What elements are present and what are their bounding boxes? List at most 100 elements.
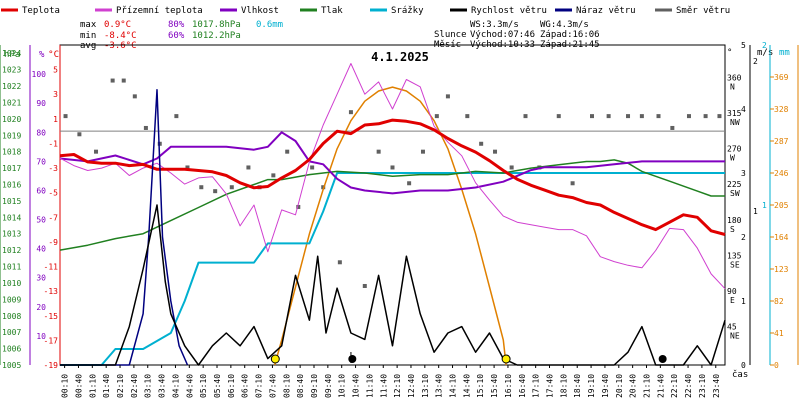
legend-label-precipitation: Srážky: [391, 6, 424, 16]
ground-temperature-line: [59, 63, 726, 290]
temperature-line: [59, 118, 726, 236]
wind-direction-point: [434, 114, 439, 119]
speed-tick-label: 5: [741, 41, 746, 50]
wind-direction-point: [337, 260, 342, 265]
stats-block: max min avg 0.9°C -8.4°C -3.6°C 80% 60% …: [80, 20, 283, 51]
wind-direction-point: [271, 173, 276, 178]
direction-axis-unit: °: [727, 48, 732, 58]
wind-direction-point: [185, 165, 190, 170]
wind-tick-label: 2: [753, 57, 758, 66]
wind-direction-point: [717, 114, 722, 119]
speed-tick-label: 3: [741, 169, 746, 178]
x-tick-label: 21:10: [642, 374, 651, 398]
wind-direction-point: [686, 114, 691, 119]
temp-tick-label: -15: [44, 312, 59, 321]
direction-tick-label: 315: [727, 109, 742, 118]
temp-tick-label: -11: [44, 263, 59, 272]
legend-label-humidity: Vlhkost: [241, 6, 279, 16]
precipitation-line: [60, 172, 725, 366]
solar-tick-label: 123: [774, 265, 789, 274]
legend-label-pressure: Tlak: [321, 6, 343, 16]
sun-event-marker: [270, 354, 280, 364]
pressure-tick-label: 1007: [2, 328, 21, 337]
wind-gust-line: [60, 89, 189, 366]
legend-label-ground-temperature: Přízemní teplota: [116, 6, 203, 16]
wind-direction-point: [63, 114, 68, 119]
pressure-tick-label: 1008: [2, 312, 21, 321]
speed-tick-label: 0: [741, 361, 746, 370]
x-tick-label: 01:40: [102, 374, 111, 398]
x-tick-label: 08:40: [296, 374, 305, 398]
direction-name-label: SE: [730, 260, 740, 269]
x-tick-label: 15:40: [490, 374, 499, 398]
stats-temp-max: 0.9°C: [104, 20, 131, 30]
temp-tick-label: -13: [44, 287, 59, 296]
x-tick-label: 13:40: [435, 374, 444, 398]
temp-tick-label: 3: [53, 90, 58, 99]
solar-tick-label: 0: [774, 361, 779, 370]
humidity-tick-label: 30: [36, 274, 46, 283]
humidity-tick-label: 10: [36, 332, 46, 341]
direction-tick-label: 180: [727, 216, 742, 225]
wind-direction-point: [479, 141, 484, 146]
x-tick-label: 12:10: [393, 374, 402, 398]
wind-direction-point: [362, 283, 367, 288]
stats-avg-label: avg: [80, 41, 96, 51]
stats-temp-min: -8.4°C: [104, 31, 137, 41]
wind-direction-point: [509, 165, 514, 170]
x-tick-label: 03:40: [158, 374, 167, 398]
x-tick-label: 22:40: [684, 374, 693, 398]
x-tick-label: 04:10: [171, 374, 180, 398]
x-tick-label: 10:10: [338, 374, 347, 398]
temp-tick-label: -19: [44, 361, 59, 370]
x-tick-label: 13:10: [421, 374, 430, 398]
pressure-tick-label: 1015: [2, 197, 21, 206]
x-tick-label: 21:40: [656, 374, 665, 398]
solar-radiation-line: [273, 86, 507, 366]
x-tick-label: 17:40: [546, 374, 555, 398]
pressure-tick-label: 1022: [2, 82, 21, 91]
pressure-tick-label: 1018: [2, 148, 21, 157]
humidity-tick-label: 70: [36, 157, 46, 166]
direction-tick-label: 90: [727, 287, 737, 296]
stats-press-min: 1012.2hPa: [192, 31, 241, 41]
temp-tick-label: -17: [44, 336, 59, 345]
pressure-line: [59, 159, 725, 251]
wind-direction-point: [296, 204, 301, 209]
x-tick-label: 14:40: [462, 374, 471, 398]
solar-tick-label: 205: [774, 201, 789, 210]
wind-direction-point: [132, 94, 137, 99]
pressure-tick-label: 1009: [2, 295, 21, 304]
legend-label-wind-speed: Rychlost větru: [471, 6, 547, 16]
temp-tick-label: 1: [53, 115, 58, 124]
direction-tick-label: 360: [727, 74, 742, 83]
stats-hum-max: 80%: [168, 20, 185, 30]
wind-speed-line: [60, 204, 726, 366]
humidity-tick-label: 50: [36, 216, 46, 225]
wind-direction-point: [570, 181, 575, 186]
x-tick-label: 10:40: [352, 374, 361, 398]
humidity-tick-label: 40: [36, 245, 46, 254]
wind-direction-point: [246, 165, 251, 170]
chart-title: 4.1.2025: [371, 50, 429, 64]
x-tick-label: 23:10: [698, 374, 707, 398]
solar-tick-label: 164: [774, 233, 789, 242]
x-tick-label: 07:40: [268, 374, 277, 398]
x-tick-label: 23:40: [712, 374, 721, 398]
temp-tick-label: -7: [48, 213, 58, 222]
stats-press-max: 1017.8hPa: [192, 20, 241, 30]
legend: Teplota Přízemní teplota Vlhkost Tlak Sr…: [1, 6, 730, 16]
wind-direction-point: [348, 110, 353, 115]
legend-label-wind-direction: Směr větru: [676, 6, 730, 16]
sun-label: Slunce: [434, 30, 467, 40]
x-tick-label: 02:10: [116, 374, 125, 398]
humidity-tick-label: 60: [36, 186, 46, 195]
x-tick-label: 02:40: [130, 374, 139, 398]
temp-tick-label: -1: [48, 139, 58, 148]
pressure-tick-label: 1006: [2, 345, 21, 354]
wind-direction-point: [703, 114, 708, 119]
x-tick-label: 14:10: [449, 374, 458, 398]
x-tick-label: 09:40: [324, 374, 333, 398]
